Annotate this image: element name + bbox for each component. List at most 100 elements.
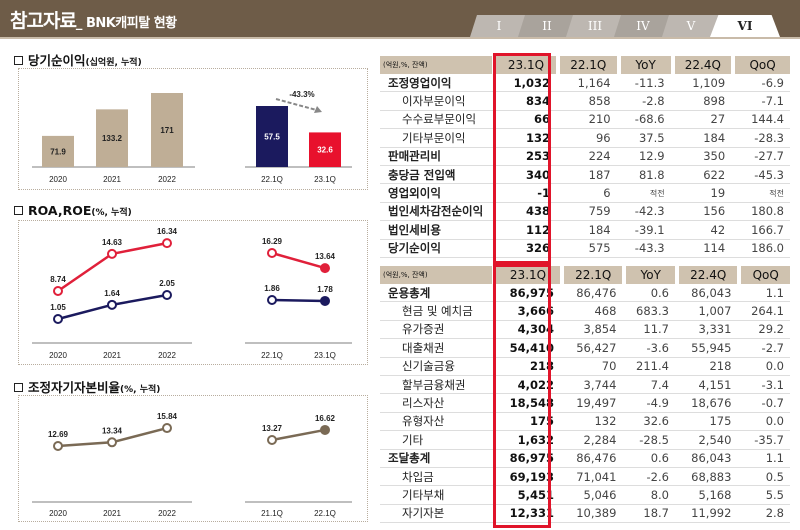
column-header: YoY <box>616 56 671 74</box>
table-row: 차입금 69,193 71,041 -2.6 68,883 0.5 <box>380 468 790 487</box>
column-header: 22.1Q <box>555 56 617 74</box>
data-point <box>162 423 172 434</box>
table-row: 당기순이익 326 575 -43.3 114 186.0 <box>380 240 790 258</box>
column-header: 22.1Q <box>560 266 623 284</box>
cell-value: 86,476 <box>560 284 623 303</box>
cell-value: -3.1 <box>737 376 790 395</box>
cell-value: 96 <box>555 129 617 148</box>
table-row: 충당금 전입액 340 187 81.8 622 -45.3 <box>380 166 790 185</box>
table-row: 대출채권 54,410 56,427 -3.6 55,945 -2.7 <box>380 339 790 358</box>
cell-value: 132 <box>560 413 623 432</box>
bar-value-label: 32.6 <box>317 146 333 155</box>
table-row: 기타부채 5,451 5,046 8.0 5,168 5.5 <box>380 486 790 505</box>
cell-value: 37.5 <box>616 129 671 148</box>
data-point <box>320 263 330 274</box>
row-label: 충당금 전입액 <box>380 166 492 185</box>
tab-6[interactable]: VI <box>710 15 780 37</box>
data-point <box>107 248 117 259</box>
cell-value: 175 <box>674 413 738 432</box>
cell-value: 144.4 <box>731 111 790 130</box>
x-tick-label: 2022 <box>158 351 176 360</box>
row-label: 리스자산 <box>380 394 492 413</box>
cell-value: -2.8 <box>616 92 671 111</box>
cell-value: 32.6 <box>622 413 675 432</box>
cell-value: 56,427 <box>560 339 623 358</box>
row-label: 대출채권 <box>380 339 492 358</box>
tab-4[interactable]: IV <box>614 15 672 37</box>
row-label: 기타 <box>380 431 492 450</box>
page-subtitle: _ BNK캐피탈 현황 <box>75 16 177 31</box>
tab-2[interactable]: II <box>518 15 576 37</box>
x-tick-label: 23.1Q <box>314 351 336 360</box>
cell-value: 10,389 <box>560 505 623 524</box>
row-label: 수수료부문이익 <box>380 111 492 130</box>
tab-5[interactable]: V <box>662 15 720 37</box>
bar-value-label: 133.2 <box>102 134 123 143</box>
data-point <box>162 290 172 300</box>
data-point <box>53 314 63 324</box>
row-label: 법인세비용 <box>380 221 492 240</box>
cell-value: 86,476 <box>560 450 623 468</box>
cell-value: 12,331 <box>492 505 561 524</box>
row-label: 기타부채 <box>380 486 492 505</box>
cell-value: 12.9 <box>616 148 671 166</box>
cell-value: 156 <box>670 203 732 222</box>
table-row: 영업외이익 -1 6 적전 19 적전 <box>380 184 790 203</box>
series-line <box>271 251 326 270</box>
table-header: (억원,%, 잔액) 23.1Q 22.1Q YoY 22.4Q QoQ <box>380 56 790 74</box>
data-point <box>107 299 117 310</box>
cell-value: 184 <box>670 129 732 148</box>
cell-value: 5.5 <box>737 486 790 505</box>
row-label: 할부금융채권 <box>380 376 492 395</box>
table-row: 리스자산 18,548 19,497 -4.9 18,676 -0.7 <box>380 394 790 413</box>
x-tick-label: 2020 <box>49 351 67 360</box>
table-row: 현금 및 예치금 3,666 468 683.3 1,007 264.1 <box>380 302 790 321</box>
cell-value: 683.3 <box>622 302 675 321</box>
unit-label: (억원,%, 잔액) <box>380 56 492 74</box>
x-tick-label: 2021 <box>103 351 121 360</box>
cell-value: 1,632 <box>492 431 561 450</box>
cell-value: 8.0 <box>622 486 675 505</box>
cell-value: 86,975 <box>492 284 561 303</box>
tab-1[interactable]: I <box>470 15 528 37</box>
table-row: 신기술금융 218 70 211.4 218 0.0 <box>380 358 790 376</box>
cell-value: 264.1 <box>737 302 790 321</box>
cell-value: 898 <box>670 92 732 111</box>
cell-value: 211.4 <box>622 358 675 376</box>
x-tick-label: 2022 <box>158 175 176 184</box>
cell-value: -2.7 <box>737 339 790 358</box>
highlight-23-1q-balance <box>493 264 551 528</box>
cell-value: 184 <box>555 221 617 240</box>
tab-3[interactable]: III <box>566 15 624 37</box>
cell-value: 3,854 <box>560 321 623 340</box>
data-point <box>320 295 330 306</box>
cell-value: 18,548 <box>492 394 561 413</box>
cell-value: 6 <box>555 184 617 203</box>
cell-value: 1.1 <box>737 450 790 468</box>
cell-value: -2.6 <box>622 468 675 487</box>
series-line <box>271 298 326 303</box>
data-point <box>53 286 63 296</box>
cell-value: 132 <box>492 129 556 148</box>
table-row: 유가증권 4,304 3,854 11.7 3,331 29.2 <box>380 321 790 340</box>
data-label: 1.86 <box>264 284 280 293</box>
cell-value: 4,304 <box>492 321 561 340</box>
cell-value: 18.7 <box>622 505 675 524</box>
cell-value: 112 <box>492 221 556 240</box>
cell-value: 2,540 <box>674 431 738 450</box>
cell-value: 71,041 <box>560 468 623 487</box>
data-point <box>267 295 277 305</box>
bar-value-label: 171 <box>160 126 174 135</box>
cell-value: 1,164 <box>555 74 617 93</box>
cell-value: 759 <box>555 203 617 222</box>
data-point <box>53 441 63 451</box>
cell-value: 326 <box>492 240 556 258</box>
bar-2022 <box>151 93 183 167</box>
x-tick-label: 21.1Q <box>261 509 283 518</box>
table-row: 운용총계 86,975 86,476 0.6 86,043 1.1 <box>380 284 790 303</box>
bar-value-label: 57.5 <box>264 133 280 142</box>
cell-value: 4,151 <box>674 376 738 395</box>
cell-value: 224 <box>555 148 617 166</box>
cell-value: 340 <box>492 166 556 185</box>
series-line <box>271 428 326 442</box>
